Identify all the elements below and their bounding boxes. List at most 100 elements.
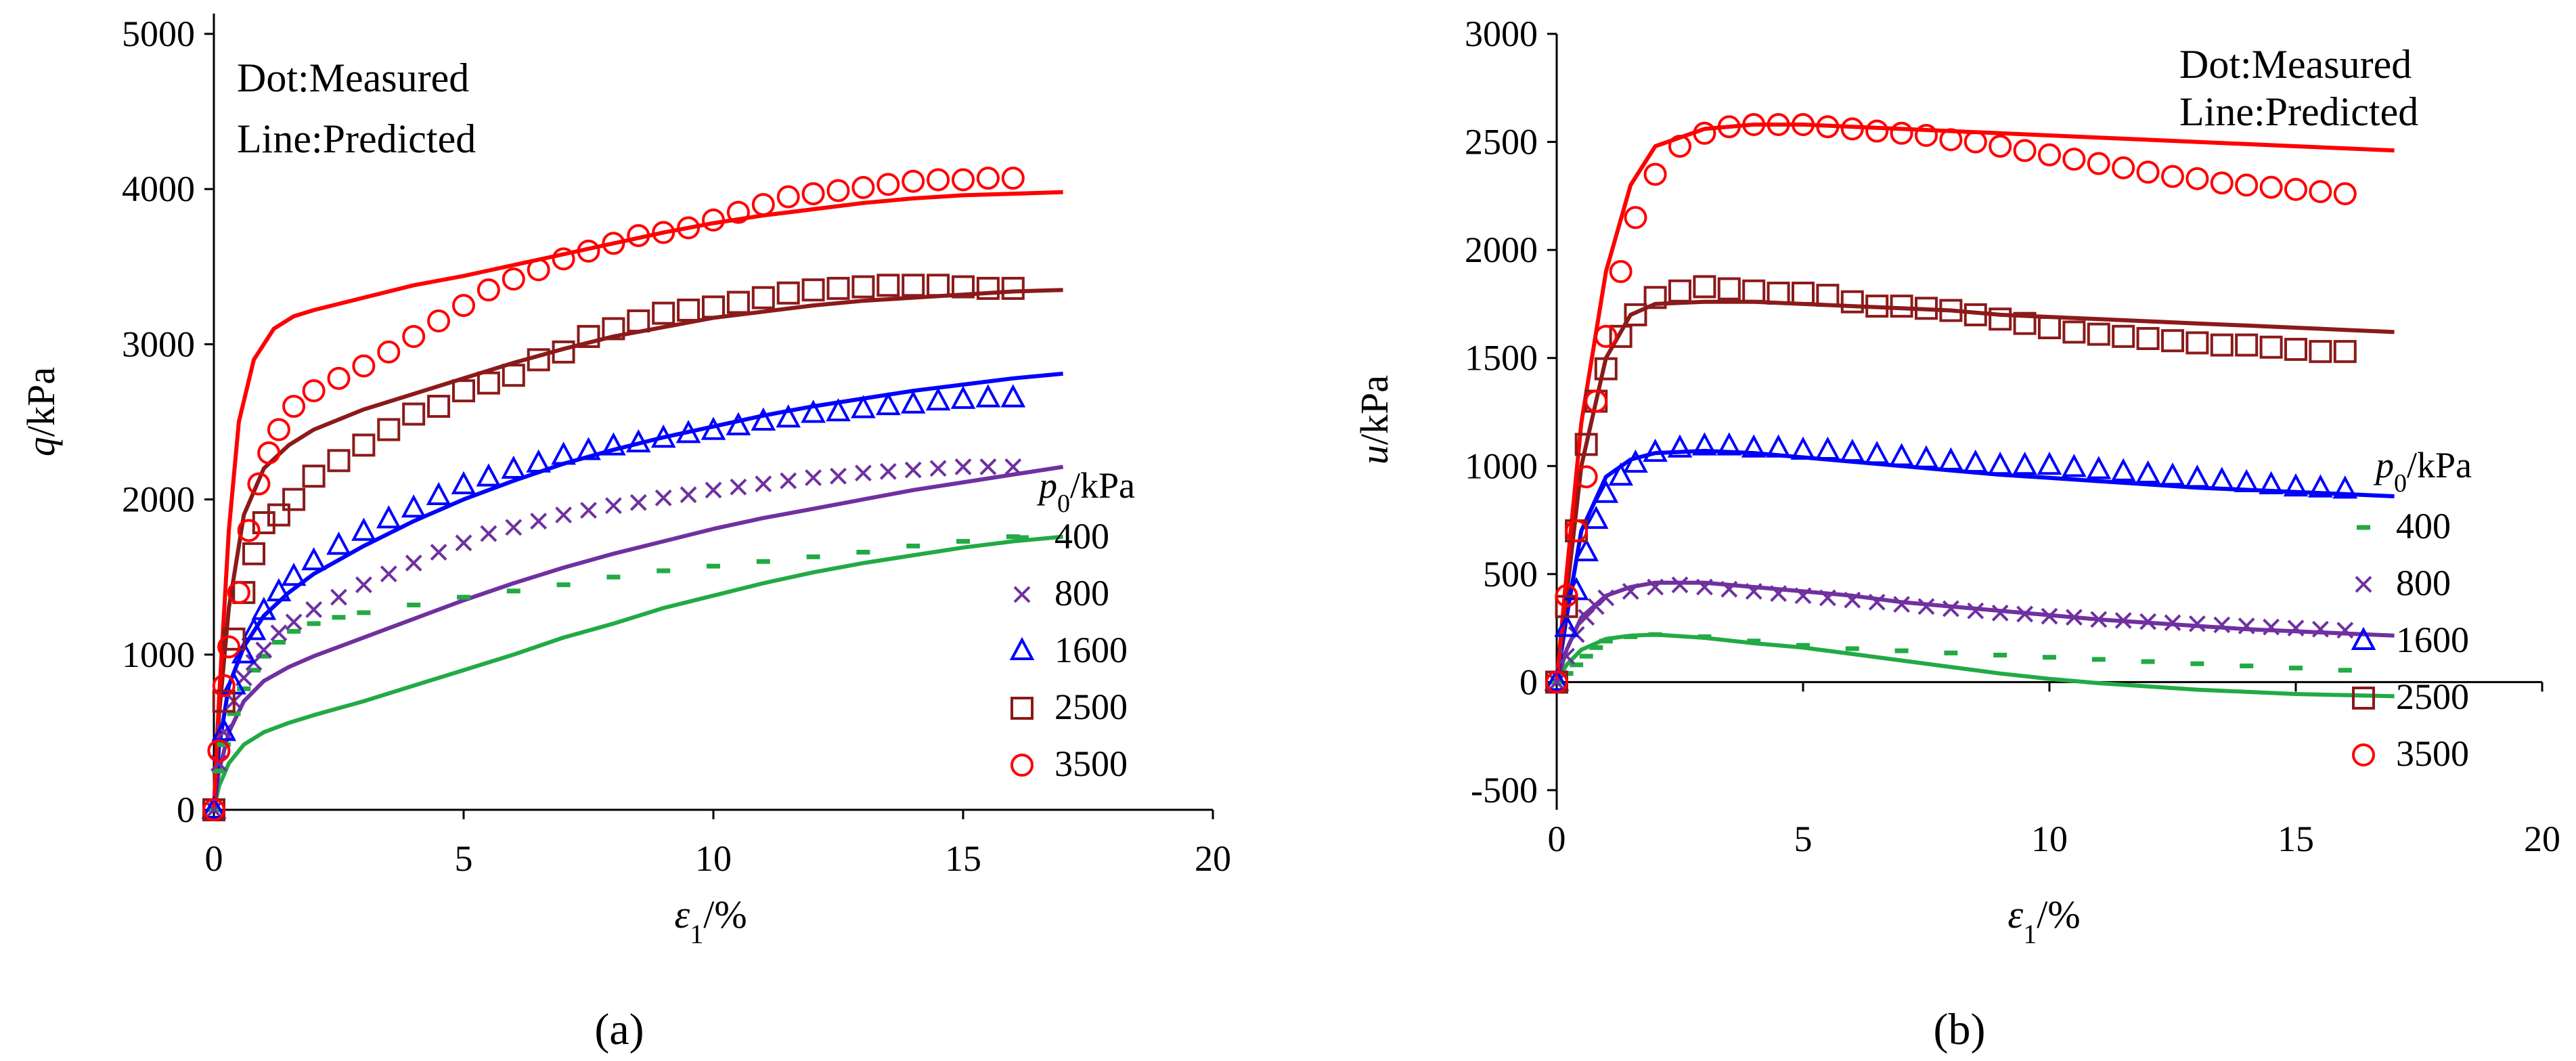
measured-point-2500 [402, 402, 426, 426]
x-label-unit-a: /% [703, 892, 747, 936]
y-tick-label: 2500 [1465, 122, 1538, 163]
measured-point-800 [1720, 580, 1738, 598]
measured-point-3500 [2210, 171, 2234, 195]
measured-point-1600 [1593, 479, 1619, 503]
measured-point-2500 [1890, 295, 1913, 318]
measured-point-3500 [202, 798, 225, 821]
measured-point-2500 [702, 295, 725, 319]
measured-point-1600 [326, 532, 351, 555]
measured-point-800 [2065, 609, 2083, 626]
measured-point-1600 [2259, 471, 2284, 495]
measured-point-800 [705, 481, 722, 499]
measured-point-3500 [2284, 177, 2307, 201]
y-tick-label: 4000 [122, 169, 195, 209]
x-axis-label-b: ε1/% [2007, 892, 2080, 949]
measured-point-2500 [1939, 299, 1963, 322]
measured-point-1600 [2209, 467, 2235, 490]
measured-point-1600 [601, 432, 626, 456]
measured-point-2500 [952, 275, 975, 299]
measured-point-3500 [502, 267, 525, 291]
measured-point-3500 [402, 324, 426, 348]
measured-point-1600 [451, 471, 476, 494]
measured-point-3500 [1865, 119, 1889, 143]
measured-point-2500 [527, 348, 550, 372]
y-tick-label: 3000 [1465, 14, 1538, 54]
measured-point-3500 [1609, 260, 1633, 284]
measured-point-1600 [650, 424, 676, 448]
measured-point-3500 [1939, 128, 1963, 152]
predicted-line-3500 [212, 190, 1063, 810]
x-tick-label: 0 [1548, 819, 1566, 859]
measured-point-1600 [776, 404, 801, 428]
measured-point-2500 [1717, 277, 1741, 301]
measured-point-1600 [900, 390, 926, 414]
measured-point-2500 [2013, 311, 2037, 335]
measured-point-2500 [627, 309, 650, 333]
measured-point-800 [780, 472, 797, 490]
measured-point-800 [430, 544, 447, 561]
measured-markers-b [1544, 113, 2358, 694]
measured-point-2500 [1624, 303, 1647, 326]
predicted-line-400 [1555, 632, 2395, 699]
measured-point-800 [1967, 602, 1984, 620]
measured-point-2500 [427, 395, 451, 418]
measured-point-800 [2090, 611, 2108, 628]
measured-point-2500 [502, 364, 525, 387]
x-tick-label: 15 [2278, 819, 2314, 859]
y-label-unit-a: /kPa [19, 367, 63, 437]
measured-point-800 [904, 461, 922, 479]
measured-point-3500 [1643, 163, 1667, 186]
measured-point-800 [270, 624, 288, 642]
measured-point-3500 [2185, 167, 2209, 190]
legend-title-a: p0/kPa [1036, 465, 1135, 518]
x-label-sub-b: 1 [2023, 919, 2037, 949]
measured-point-3500 [552, 247, 575, 271]
measured-point-1600 [351, 517, 376, 541]
legend-title-unit-b: /kPa [2407, 445, 2472, 485]
measured-point-800 [255, 641, 273, 659]
measured-point-2500 [751, 286, 775, 309]
measured-point-1600 [1987, 452, 2013, 475]
legend-marker-3500 [2352, 743, 2375, 766]
measured-point-1600 [376, 505, 401, 529]
predicted-line-3500 [1555, 123, 2395, 683]
measured-point-2500 [1915, 297, 1938, 320]
measured-point-800 [1695, 578, 1713, 596]
legend-title-unit-a: /kPa [1070, 465, 1135, 506]
legend-title-sub-b: 0 [2394, 469, 2407, 498]
measured-point-3500 [751, 193, 775, 217]
legend-marker-2500 [2352, 687, 2375, 710]
measured-point-3500 [352, 354, 376, 378]
measured-point-2500 [902, 274, 925, 297]
measured-point-1600 [551, 441, 576, 465]
measured-point-2500 [1742, 279, 1766, 303]
measured-point-800 [480, 525, 497, 542]
measured-point-800 [1745, 582, 1762, 600]
measured-point-1600 [2308, 474, 2333, 498]
measured-point-1600 [576, 437, 601, 460]
measured-point-3500 [1989, 134, 2012, 158]
y-tick-label: 3000 [122, 324, 195, 364]
y-tick-label: 1500 [1465, 338, 1538, 378]
x-tick-label: 5 [455, 838, 473, 879]
measured-point-800 [854, 464, 872, 482]
measured-point-3500 [1816, 115, 1840, 139]
measured-point-3500 [2161, 165, 2184, 188]
measured-point-800 [330, 588, 347, 606]
annotation-measured-b: Dot:Measured [2179, 42, 2412, 87]
measured-point-1600 [281, 562, 307, 586]
measured-point-800 [1622, 582, 1639, 600]
measured-point-2500 [2112, 324, 2135, 348]
measured-point-1600 [1554, 613, 1579, 637]
predicted-line-800 [1555, 580, 2395, 683]
measured-point-800 [730, 478, 747, 496]
measured-point-800 [2164, 614, 2181, 632]
measured-point-3500 [1545, 670, 1568, 694]
measured-point-2500 [552, 340, 575, 364]
legend-title-sub-a: 0 [1057, 490, 1070, 518]
measured-point-1600 [241, 617, 267, 641]
measured-point-800 [755, 475, 772, 493]
measured-point-2500 [2333, 340, 2357, 364]
measured-point-3500 [1001, 167, 1025, 190]
